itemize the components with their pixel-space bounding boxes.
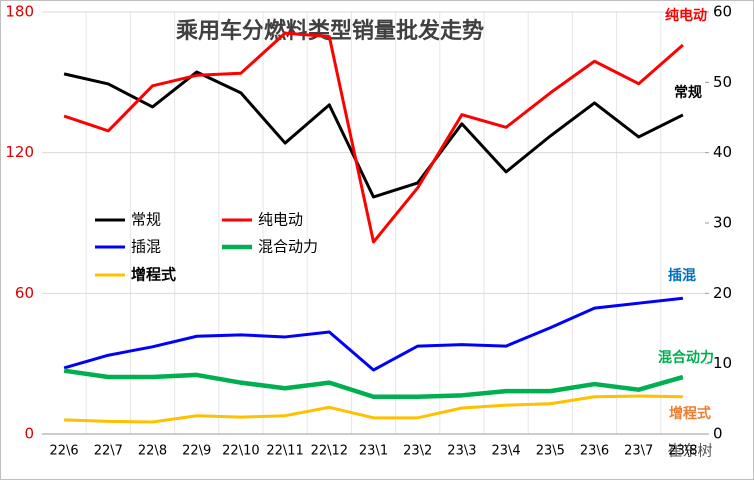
- y2-tick-label: 20: [713, 284, 732, 302]
- series-line: [64, 394, 683, 424]
- x-tick-label: 23\1: [359, 444, 388, 459]
- y2-tick-label: 30: [713, 214, 732, 232]
- x-tick-label: 22\8: [138, 444, 167, 459]
- legend-label: 混合动力: [258, 238, 318, 256]
- annotation: 增程式: [669, 405, 711, 422]
- y-tick-label: 0: [24, 425, 34, 443]
- x-tick-label: 23\8: [668, 444, 697, 459]
- y2-tick-label: 50: [713, 73, 732, 91]
- series-line: [63, 31, 684, 244]
- x-tick-label: 23\7: [624, 444, 653, 459]
- annotation: 纯电动: [665, 7, 707, 24]
- x-tick-label: 22\10: [222, 444, 259, 459]
- x-tick-label: 22\11: [266, 444, 303, 459]
- legend-label: 插混: [131, 238, 161, 256]
- annotation: 插混: [668, 267, 696, 284]
- annotation: 常规: [674, 84, 702, 101]
- x-tick-label: 22\12: [311, 444, 348, 459]
- series-line: [63, 368, 684, 399]
- series-line: [63, 296, 684, 372]
- legend-label: 常规: [131, 211, 161, 229]
- x-tick-label: 23\4: [491, 444, 520, 459]
- x-tick-label: 23\2: [403, 444, 432, 459]
- series-line: [63, 70, 684, 199]
- x-tick-label: 22\7: [94, 444, 123, 459]
- legend-label: 纯电动: [258, 211, 303, 229]
- x-tick-label: 23\3: [447, 444, 476, 459]
- y-tick-label: 60: [15, 284, 34, 302]
- y2-tick-label: 10: [713, 354, 732, 372]
- x-tick-label: 23\6: [580, 444, 609, 459]
- y-tick-label: 120: [5, 143, 34, 161]
- annotation: 混合动力: [658, 349, 714, 366]
- x-tick-label: 22\9: [182, 444, 211, 459]
- y2-tick-label: 60: [713, 3, 732, 21]
- y2-tick-label: 40: [713, 143, 732, 161]
- y-tick-label: 180: [5, 3, 34, 21]
- legend-label: 增程式: [131, 266, 176, 284]
- x-tick-label: 23\5: [536, 444, 565, 459]
- x-tick-label: 22\6: [49, 444, 78, 459]
- y2-tick-label: 0: [713, 425, 723, 443]
- watermark: 崔东树: [667, 442, 712, 460]
